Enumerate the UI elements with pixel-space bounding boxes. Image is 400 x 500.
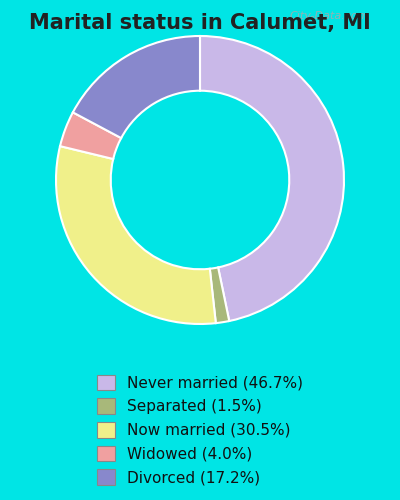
Wedge shape — [56, 146, 216, 324]
Text: Marital status in Calumet, MI: Marital status in Calumet, MI — [29, 12, 371, 32]
Legend: Never married (46.7%), Separated (1.5%), Now married (30.5%), Widowed (4.0%), Di: Never married (46.7%), Separated (1.5%),… — [89, 367, 311, 493]
Wedge shape — [210, 268, 229, 323]
Wedge shape — [73, 36, 200, 138]
Wedge shape — [60, 112, 121, 159]
Text: City-Data.com: City-Data.com — [290, 11, 369, 21]
Wedge shape — [200, 36, 344, 321]
